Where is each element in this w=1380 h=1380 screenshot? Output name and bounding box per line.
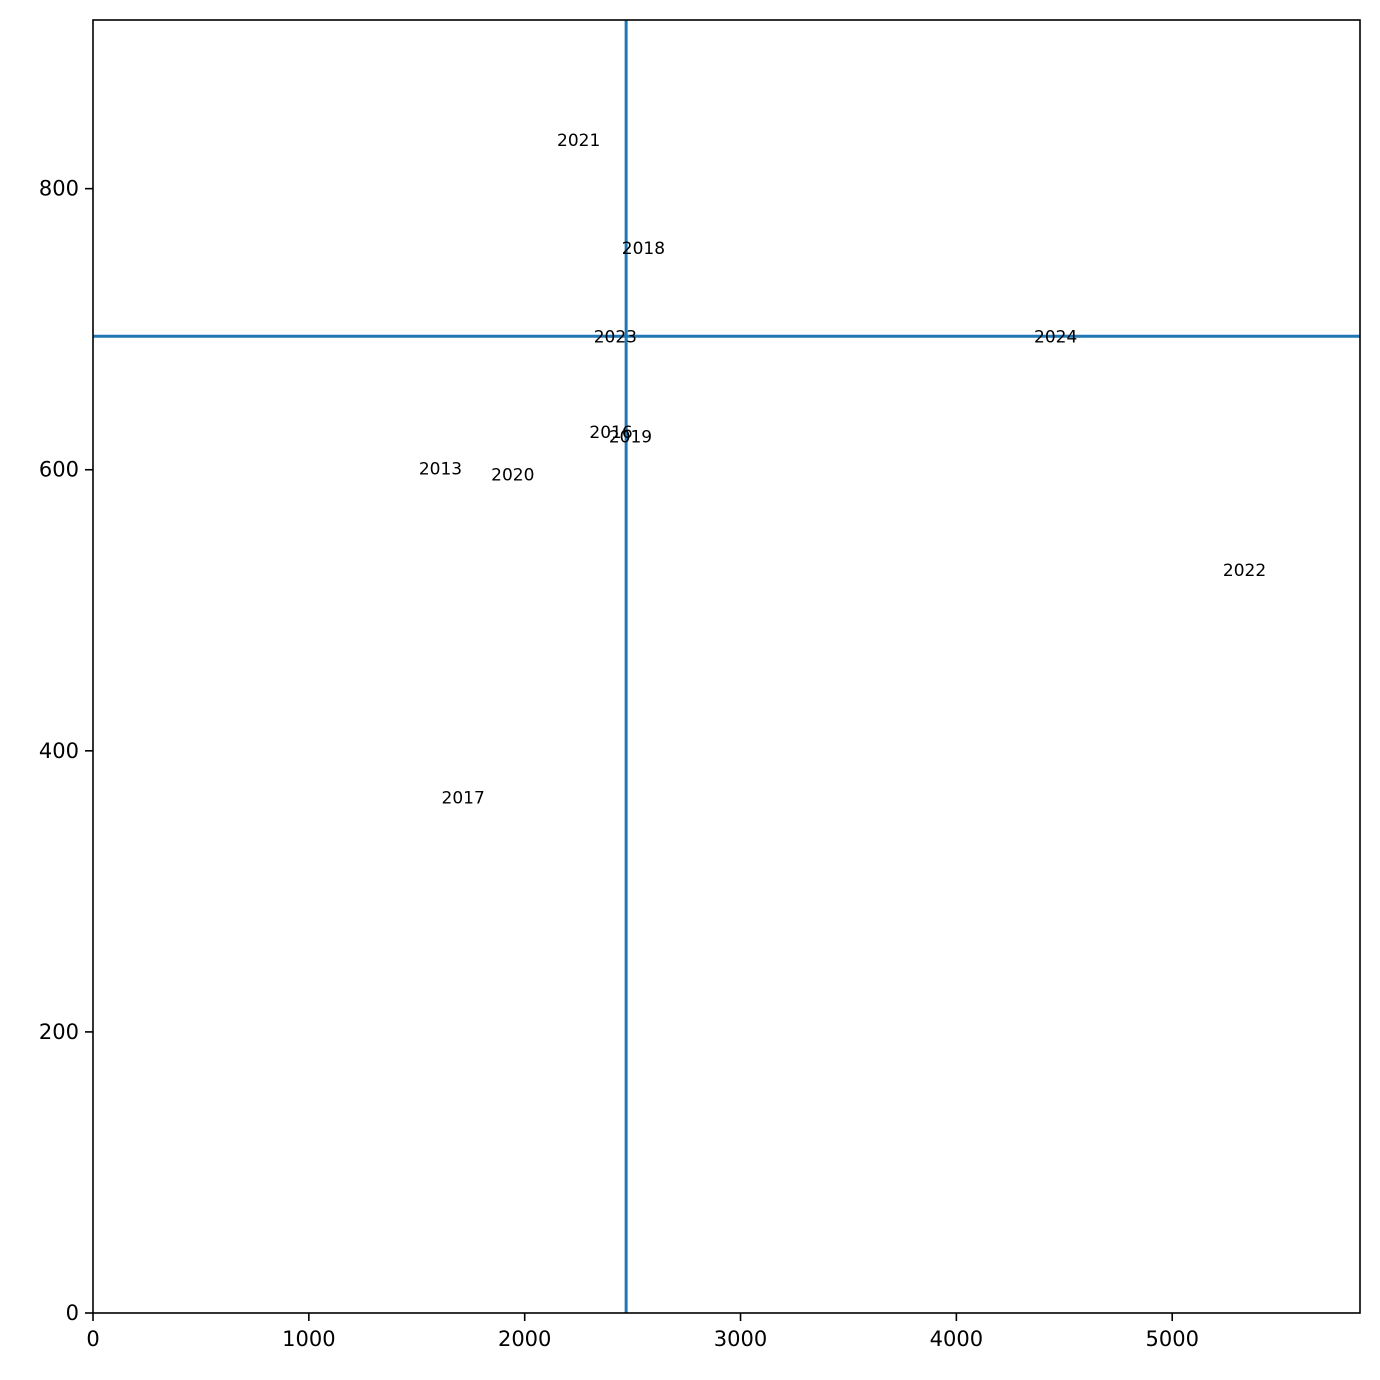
point-label-2022: 2022: [1223, 561, 1266, 581]
y-tick-label: 800: [39, 177, 79, 201]
point-label-2024: 2024: [1034, 328, 1077, 348]
x-tick-label: 3000: [714, 1327, 767, 1351]
point-label-2019: 2019: [609, 427, 652, 447]
x-tick-label: 1000: [282, 1327, 335, 1351]
y-tick-label: 200: [39, 1020, 79, 1044]
plot-frame: [92, 19, 1361, 1314]
point-label-2021: 2021: [557, 131, 600, 151]
y-axis: 0 200 400 600 800: [39, 177, 93, 1325]
y-tick-label: 0: [66, 1301, 79, 1325]
x-tick-label: 0: [86, 1327, 99, 1351]
point-label-2013: 2013: [419, 460, 462, 480]
x-axis: 0 1000 2000 3000 4000 5000: [86, 1313, 1199, 1351]
x-tick-label: 5000: [1145, 1327, 1198, 1351]
y-tick-label: 400: [39, 739, 79, 763]
point-label-2018: 2018: [622, 239, 665, 259]
point-label-2017: 2017: [442, 789, 485, 809]
x-tick-label: 2000: [498, 1327, 551, 1351]
point-label-2023: 2023: [594, 328, 637, 348]
point-label-2016: 2016: [589, 423, 632, 443]
point-labels: 2013 2016 2017 2018 2019 2020 2021 2022 2023 2024: [419, 131, 1266, 809]
y-tick-label: 600: [39, 458, 79, 482]
x-tick-label: 4000: [930, 1327, 983, 1351]
reference-lines: [93, 20, 1360, 1313]
point-label-2020: 2020: [491, 465, 534, 485]
